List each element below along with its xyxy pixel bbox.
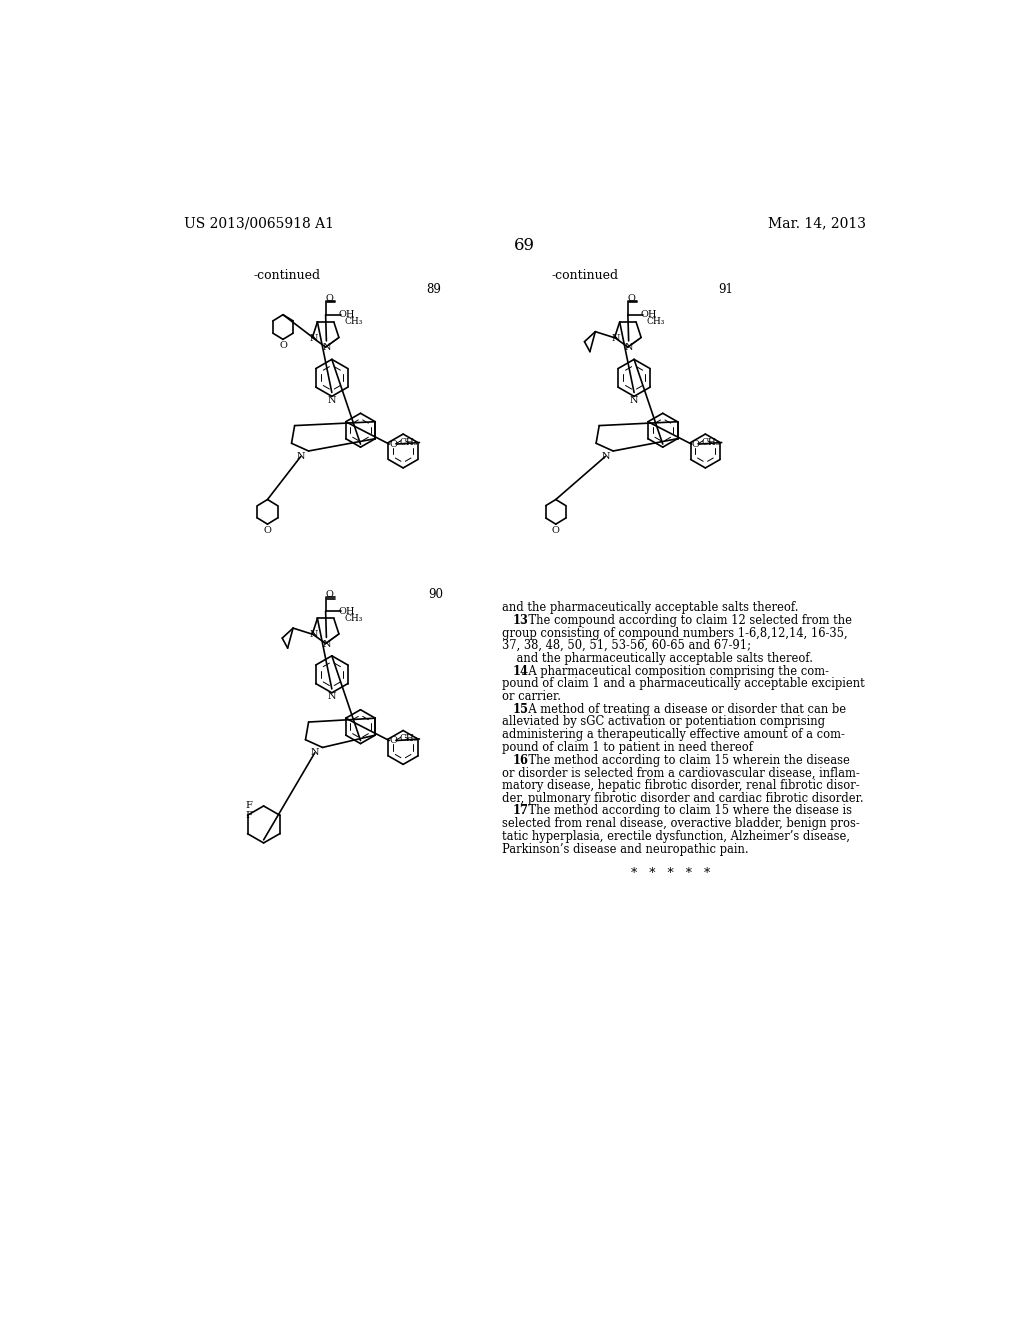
Text: administering a therapeutically effective amount of a com-: administering a therapeutically effectiv… [502,729,845,742]
Text: Mar. 14, 2013: Mar. 14, 2013 [768,216,866,230]
Text: OH: OH [641,310,657,319]
Text: N: N [328,396,336,405]
Text: O: O [691,440,699,449]
Text: der, pulmonary fibrotic disorder and cardiac fibrotic disorder.: der, pulmonary fibrotic disorder and car… [502,792,863,805]
Text: N: N [297,451,305,461]
Text: 90: 90 [429,589,443,601]
Text: N: N [612,334,621,343]
Text: 69: 69 [514,238,536,253]
Text: pound of claim 1 to patient in need thereof: pound of claim 1 to patient in need ther… [502,741,753,754]
Text: N: N [601,451,609,461]
Text: 37, 38, 48, 50, 51, 53-56, 60-65 and 67-91;: 37, 38, 48, 50, 51, 53-56, 60-65 and 67-… [502,639,751,652]
Text: CH₃: CH₃ [399,734,418,743]
Text: *   *   *   *   *: * * * * * [631,867,710,880]
Text: F: F [246,801,253,810]
Text: O: O [326,294,334,304]
Text: N: N [323,343,331,352]
Text: alleviated by sGC activation or potentiation comprising: alleviated by sGC activation or potentia… [502,715,824,729]
Text: O: O [263,525,271,535]
Text: 17: 17 [512,804,528,817]
Text: -continued: -continued [552,268,618,281]
Text: N: N [328,692,336,701]
Text: CH₃: CH₃ [647,318,666,326]
Text: F: F [246,810,253,820]
Text: CH₃: CH₃ [345,318,364,326]
Text: CH₃: CH₃ [701,438,720,447]
Text: 13: 13 [512,614,528,627]
Text: matory disease, hepatic fibrotic disorder, renal fibrotic disor-: matory disease, hepatic fibrotic disorde… [502,779,859,792]
Text: OH: OH [338,310,354,319]
Text: O: O [628,294,636,304]
Text: CH₃: CH₃ [345,614,364,623]
Text: US 2013/0065918 A1: US 2013/0065918 A1 [183,216,334,230]
Text: 14: 14 [512,665,528,677]
Text: . The method according to claim 15 where the disease is: . The method according to claim 15 where… [521,804,852,817]
Text: N: N [630,396,638,405]
Text: or disorder is selected from a cardiovascular disease, inflam-: or disorder is selected from a cardiovas… [502,767,859,779]
Text: N: N [310,748,319,758]
Text: OH: OH [338,607,354,615]
Text: N: N [323,640,331,648]
Text: CH₃: CH₃ [399,438,418,447]
Text: O: O [326,590,334,599]
Text: O: O [389,737,397,744]
Text: N: N [625,343,633,352]
Text: . The method according to claim 15 wherein the disease: . The method according to claim 15 where… [521,754,850,767]
Text: -continued: -continued [253,268,321,281]
Text: Parkinson’s disease and neuropathic pain.: Parkinson’s disease and neuropathic pain… [502,842,749,855]
Text: . A pharmaceutical composition comprising the com-: . A pharmaceutical composition comprisin… [521,665,828,677]
Text: or carrier.: or carrier. [502,690,560,704]
Text: 91: 91 [719,284,733,296]
Text: 89: 89 [426,284,441,296]
Text: tatic hyperplasia, erectile dysfunction, Alzheimer’s disease,: tatic hyperplasia, erectile dysfunction,… [502,830,850,843]
Text: O: O [280,341,287,350]
Text: and the pharmaceutically acceptable salts thereof.: and the pharmaceutically acceptable salt… [502,652,813,665]
Text: N: N [309,334,318,343]
Text: O: O [389,440,397,449]
Text: O: O [552,525,560,535]
Text: 15: 15 [512,702,528,715]
Text: . A method of treating a disease or disorder that can be: . A method of treating a disease or diso… [521,702,846,715]
Text: pound of claim 1 and a pharmaceutically acceptable excipient: pound of claim 1 and a pharmaceutically … [502,677,864,690]
Text: 16: 16 [512,754,528,767]
Text: group consisting of compound numbers 1-6,8,12,14, 16-35,: group consisting of compound numbers 1-6… [502,627,847,640]
Text: and the pharmaceutically acceptable salts thereof.: and the pharmaceutically acceptable salt… [502,601,798,614]
Text: N: N [309,630,318,639]
Text: . The compound according to claim 12 selected from the: . The compound according to claim 12 sel… [521,614,852,627]
Text: selected from renal disease, overactive bladder, benign pros-: selected from renal disease, overactive … [502,817,859,830]
